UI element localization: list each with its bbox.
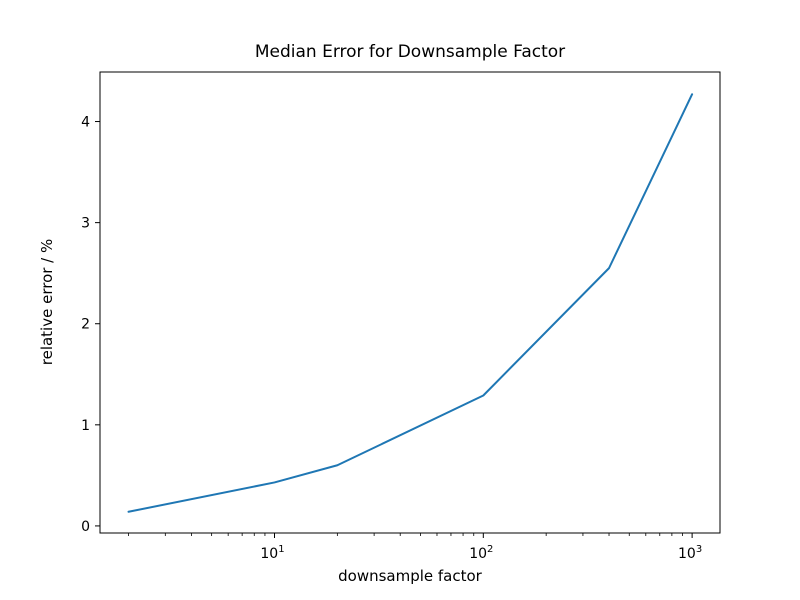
x-tick-label: 101 <box>260 544 284 562</box>
chart-title: Median Error for Downsample Factor <box>255 42 565 62</box>
x-tick-labels: 101 102 103 <box>260 544 702 562</box>
error-line <box>127 93 694 513</box>
x-tick-label: 102 <box>469 544 493 562</box>
x-tick-label: 103 <box>678 544 702 562</box>
y-tick-label: 0 <box>81 519 90 535</box>
y-tick-label: 3 <box>81 216 90 232</box>
y-tick-label: 2 <box>81 317 90 333</box>
y-tick-label: 4 <box>81 115 90 131</box>
data-series <box>127 93 694 513</box>
axis-ticks <box>95 121 693 538</box>
x-axis-label: downsample factor <box>338 567 483 585</box>
y-tick-labels: 0 1 2 3 4 <box>81 115 90 535</box>
y-axis-label: relative error / % <box>38 239 56 366</box>
axes-frame <box>99 71 721 534</box>
plot-spines <box>99 71 721 534</box>
y-tick-label: 1 <box>81 418 90 434</box>
